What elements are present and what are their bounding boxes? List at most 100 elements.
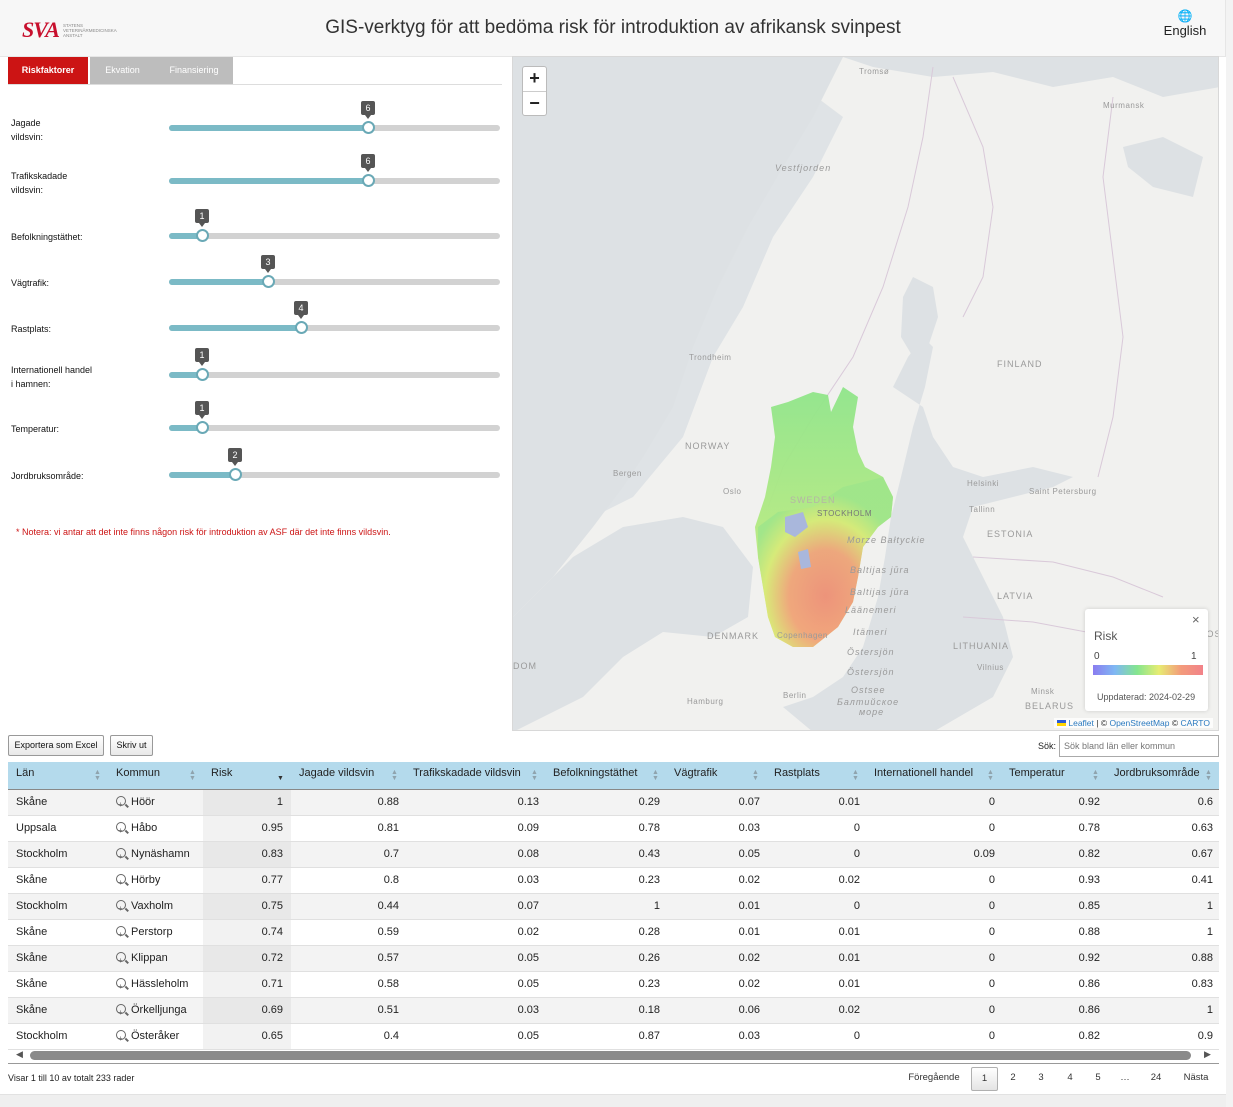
map-label-ostersjon-1: Östersjön [847,647,895,657]
scroll-right-icon[interactable]: ▶ [1204,1049,1211,1059]
table-cell[interactable]: Håbo [116,816,203,843]
legend-close-icon[interactable]: × [1192,612,1200,627]
cell-value: Skåne [16,978,48,990]
zoom-to-municipality-icon[interactable] [116,974,126,999]
table-cell: 0.28 [545,920,660,945]
zoom-to-municipality-icon[interactable] [116,818,126,843]
table-cell[interactable]: Vaxholm [116,894,203,921]
page-footer [0,1094,1226,1107]
carto-link[interactable]: CARTO [1180,718,1210,728]
column-header[interactable]: Temperatur ▲ ▼ [1001,762,1106,790]
tab-riskfaktorer[interactable]: Riskfaktorer [8,57,88,84]
slider-fill [169,178,368,184]
language-label[interactable]: English [1163,23,1207,38]
table-cell: 0 [866,946,995,971]
table-cell[interactable]: Nynäshamn [116,842,203,869]
pagination-page-2[interactable]: 2 [1010,1072,1016,1083]
table-cell: 0.72 [203,946,291,971]
search-input[interactable] [1059,735,1219,757]
zoom-to-municipality-icon[interactable] [116,922,126,947]
column-header[interactable]: Internationell handel ▲ ▼ [866,762,1001,790]
zoom-to-municipality-icon[interactable] [116,1026,126,1051]
cell-value: 0.57 [377,952,399,964]
column-header[interactable]: Risk ▼ [203,762,291,790]
cell-value: 0.83 [261,848,283,860]
column-header[interactable]: Trafikskadade vildsvin ▲ ▼ [405,762,545,790]
pagination-previous[interactable]: Föregående [908,1072,960,1083]
pagination-page-3[interactable]: 3 [1038,1072,1044,1083]
map-label-lithuania: LITHUANIA [953,641,1010,651]
column-header[interactable]: Jordbruksområde ▲ ▼ [1106,762,1219,790]
slider-handle[interactable] [362,174,375,187]
column-header[interactable]: Befolkningstäthet ▲ ▼ [545,762,666,790]
zoom-out-button[interactable]: − [523,91,546,115]
table-cell[interactable]: Hässleholm [116,972,203,999]
table-cell[interactable]: Hörby [116,868,203,895]
cell-value: 0.43 [638,848,660,860]
column-header[interactable]: Jagade vildsvin ▲ ▼ [291,762,405,790]
export-excel-button[interactable]: Exportera som Excel [8,735,104,756]
table-cell[interactable]: Höör [116,790,203,817]
pagination-page-24[interactable]: 24 [1150,1072,1162,1083]
zoom-to-municipality-icon[interactable] [116,948,126,973]
slider-handle[interactable] [362,121,375,134]
language-switch[interactable]: 🌐 English [1158,10,1212,40]
pagination-page-5[interactable]: 5 [1095,1072,1101,1083]
leaflet-link[interactable]: Leaflet [1068,718,1094,728]
cell-value: 0 [988,796,995,808]
table-cell: 0 [866,1024,995,1049]
pagination-page-1[interactable]: 1 [971,1067,998,1091]
cell-value: Skåne [16,926,48,938]
slider-handle[interactable] [196,421,209,434]
table-cell[interactable]: Klippan [116,946,203,973]
table-cell: 0 [866,920,995,945]
slider-handle[interactable] [229,468,242,481]
osm-link[interactable]: OpenStreetMap [1109,718,1170,728]
slider-handle[interactable] [295,321,308,334]
pagination-next[interactable]: Nästa [1183,1072,1209,1083]
slider-track[interactable]: 1 [169,209,500,242]
slider-track[interactable]: 2 [169,448,500,481]
slider-handle[interactable] [196,368,209,381]
cell-value: 0.95 [261,822,283,834]
zoom-to-municipality-icon[interactable] [116,844,126,869]
cell-value: 0.05 [517,1030,539,1042]
slider-handle[interactable] [262,275,275,288]
slider-track[interactable]: 4 [169,301,500,334]
print-button[interactable]: Skriv ut [110,735,153,756]
table-cell[interactable]: Örkelljunga [116,998,203,1025]
column-header[interactable]: Kommun ▲ ▼ [108,762,203,790]
zoom-to-municipality-icon[interactable] [116,1000,126,1025]
zoom-in-button[interactable]: + [529,68,540,88]
slider-track[interactable]: 3 [169,255,500,288]
zoom-to-municipality-icon[interactable] [116,792,126,817]
risk-map[interactable]: Tromsø Murmansk Vestfjorden Trondheim NO… [512,56,1219,731]
column-header[interactable]: Län ▲ ▼ [8,762,108,790]
cell-value: Skåne [16,1004,48,1016]
slider-handle[interactable] [196,229,209,242]
slider-label: Befolkningstäthet: [11,230,121,244]
slider-track[interactable]: 1 [169,348,500,381]
pagination-page-4[interactable]: 4 [1067,1072,1073,1083]
zoom-to-municipality-icon[interactable] [116,870,126,895]
slider-label-line1: Trafikskadade [11,171,68,181]
cell-value: 0.09 [517,822,539,834]
column-header[interactable]: Vägtrafik ▲ ▼ [666,762,766,790]
horizontal-scrollbar[interactable]: ◀ ▶ [8,1048,1219,1062]
cell-value: 0.23 [638,978,660,990]
zoom-to-municipality-icon[interactable] [116,896,126,921]
tab-finansiering[interactable]: Finansiering [155,57,233,84]
scroll-thumb[interactable] [30,1051,1191,1060]
slider-track[interactable]: 6 [169,154,500,187]
table-cell[interactable]: Österåker [116,1024,203,1051]
scroll-left-icon[interactable]: ◀ [16,1049,23,1059]
cell-value: 1 [1206,1004,1213,1016]
table-cell[interactable]: Perstorp [116,920,203,947]
slider-fill [169,425,202,431]
tab-ekvation[interactable]: Ekvation [90,57,155,84]
note-text: * Notera: vi antar att det inte finns nå… [16,527,391,537]
slider-track[interactable]: 1 [169,401,500,434]
slider-track[interactable]: 6 [169,101,500,134]
column-header[interactable]: Rastplats ▲ ▼ [766,762,866,790]
globe-icon: 🌐 [1177,9,1193,23]
